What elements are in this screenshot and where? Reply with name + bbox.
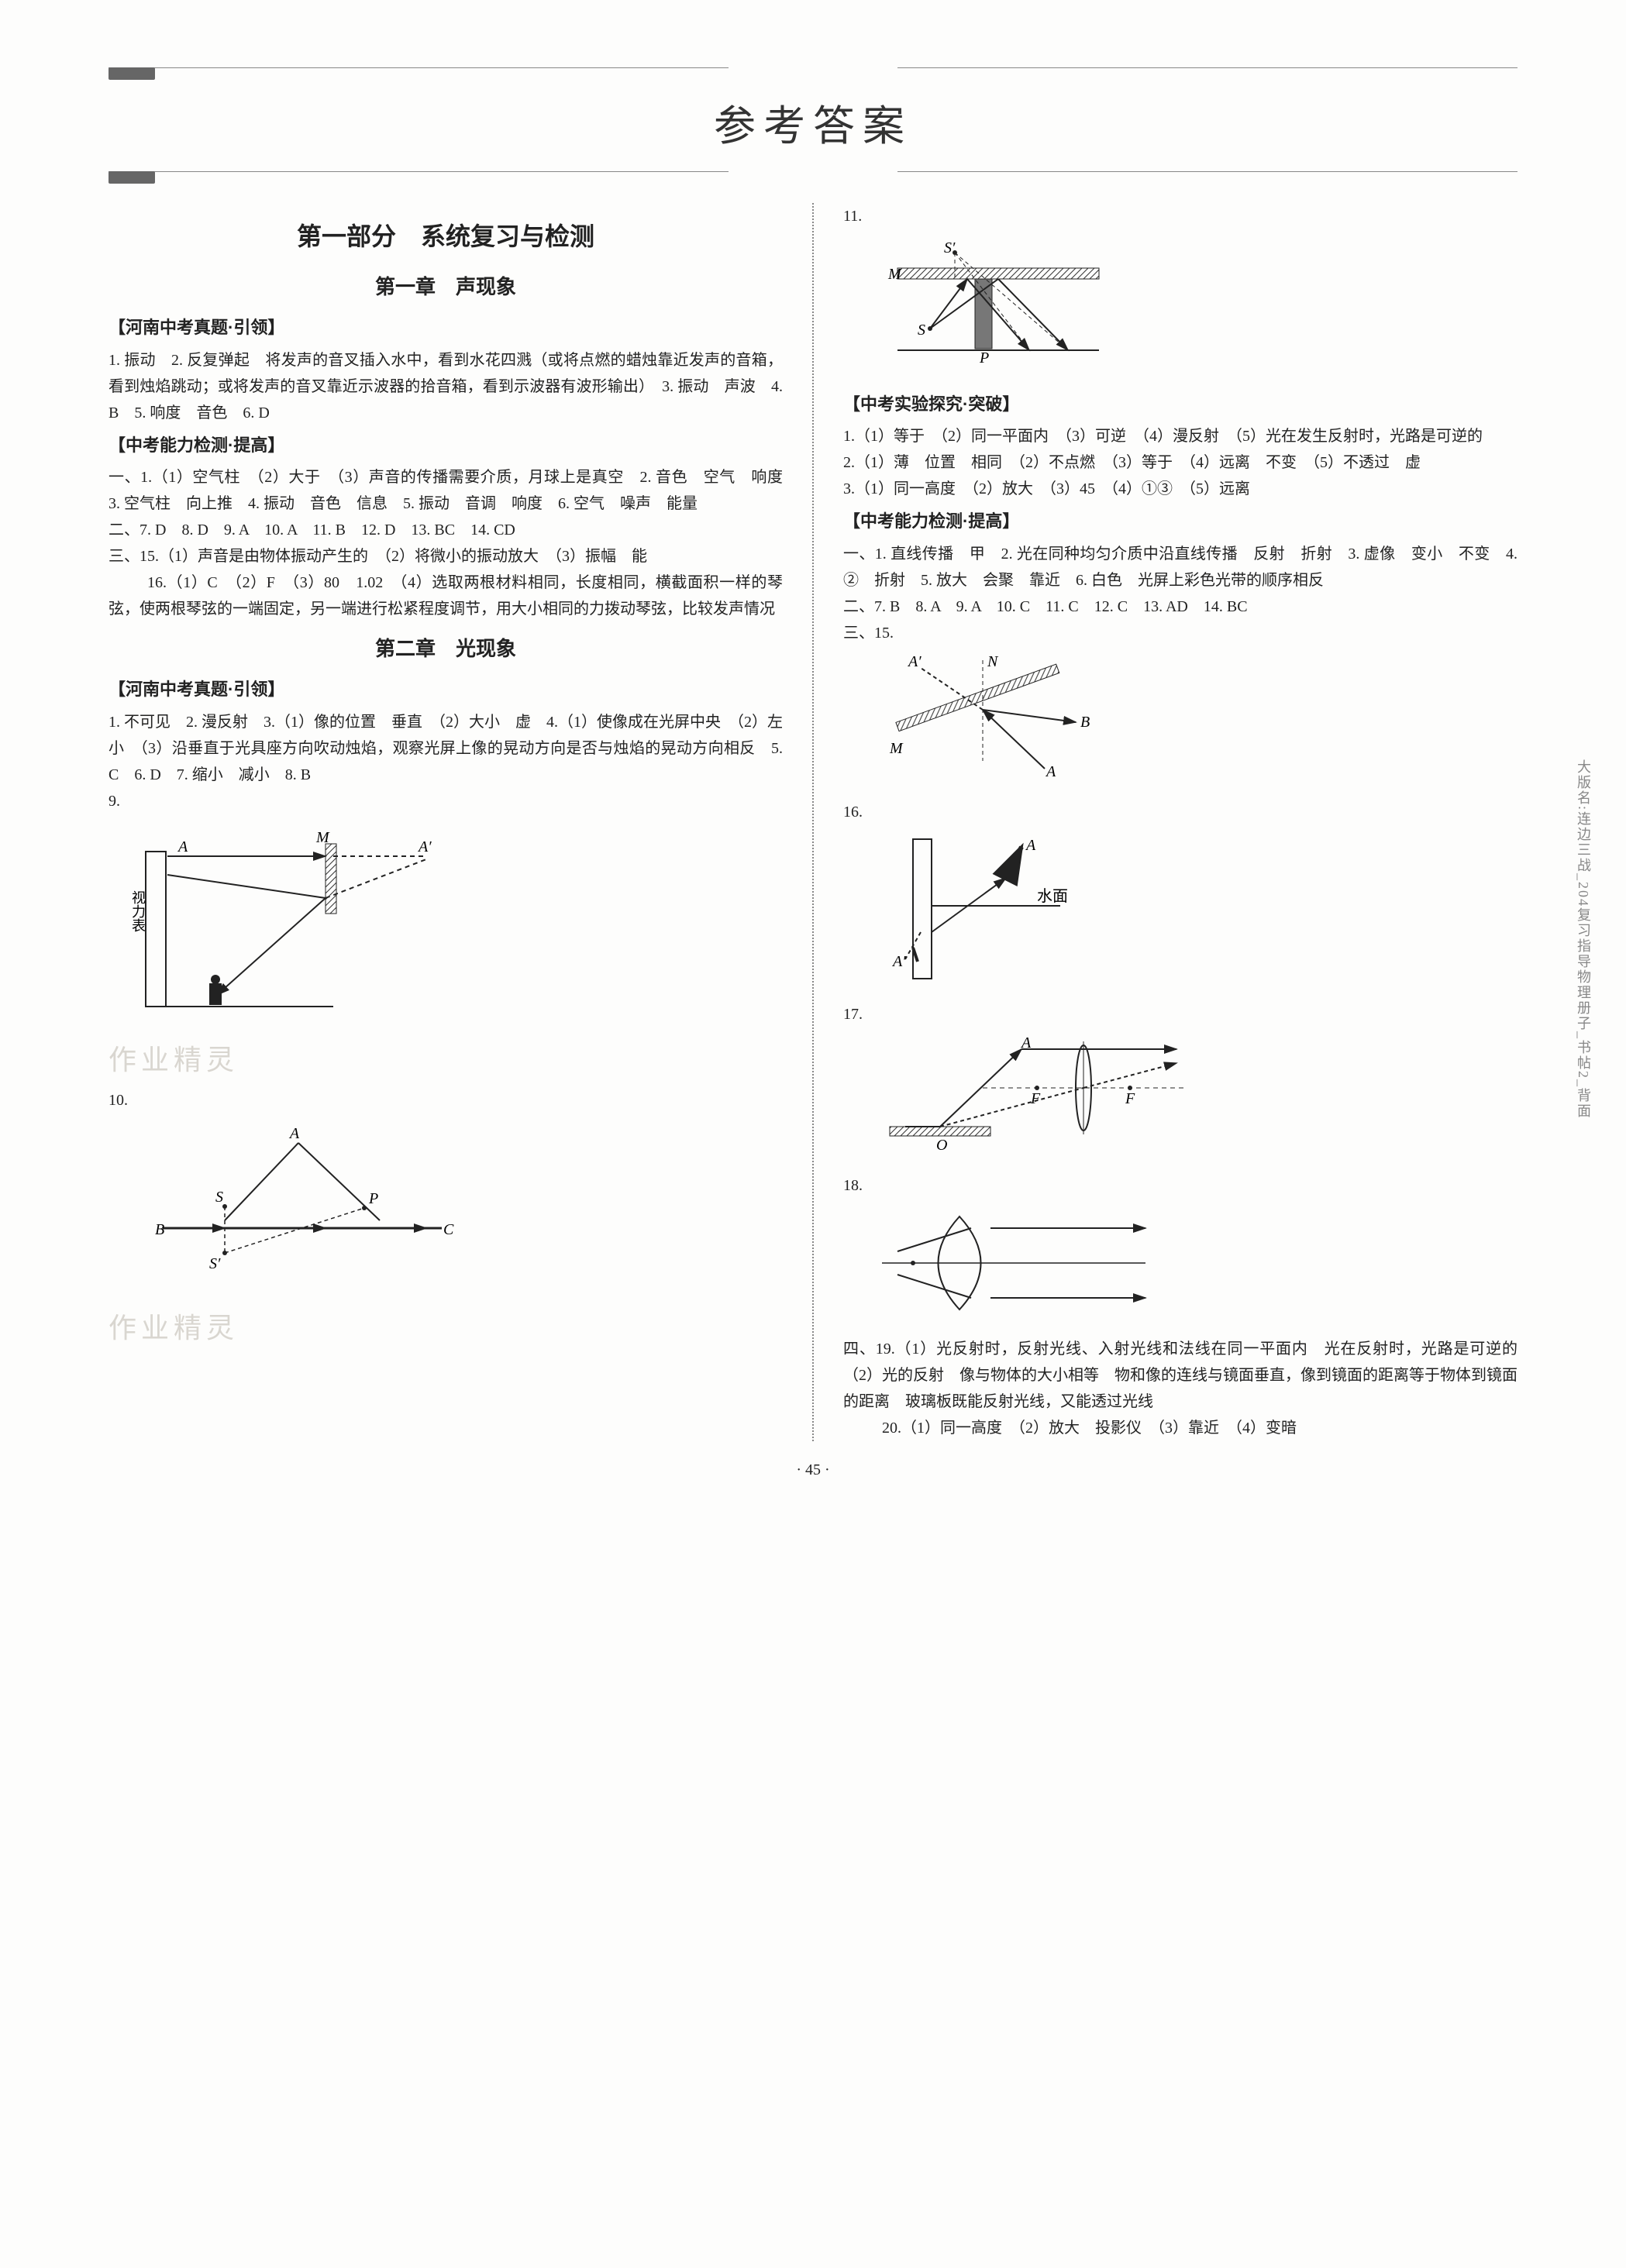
top-rule [109,67,1517,68]
diagram-15: M N A B A′ [866,652,1517,793]
d16-A: A [1025,837,1036,854]
chapter2-title: 第二章 光现象 [109,632,783,666]
d11-S: S [918,322,925,339]
d9-M: M [315,829,330,846]
diagram-18 [866,1205,1517,1330]
d17-F2: F [1125,1090,1135,1107]
content-columns: 第一部分 系统复习与检测 第一章 声现象 【河南中考真题·引领】 1. 振动 2… [109,203,1517,1441]
column-divider [812,203,814,1441]
d10-P: P [368,1190,378,1207]
r-p1a: 1.（1）等于 （2）同一平面内 （3）可逆 （4）漫反射 （5）光在发生反射时… [843,423,1517,449]
d17-O: O [936,1137,947,1154]
d11-M: M [887,266,902,283]
chapter1-title: 第一章 声现象 [109,270,783,304]
q10-label: 10. [109,1087,783,1113]
ch1-section-head-2: 【中考能力检测·提高】 [109,431,783,459]
q11-label: 11. [843,203,1517,229]
q18-label: 18. [843,1172,1517,1199]
diagram-16: 水面 A A′ [866,831,1517,995]
ch1-2c-text: 三、15.（1）声音是由物体振动产生的 （2）将微小的振动放大 （3）振幅 能 [109,548,647,565]
d10-B: B [155,1221,164,1238]
d15-M: M [889,740,904,757]
ch1-answers-2a: 一、1.（1）空气柱 （2）大于 （3）声音的传播需要介质，月球上是真空 2. … [109,464,783,517]
ch1-answers-2d: 16.（1）C （2）F （3）80 1.02 （4）选取两根材料相同，长度相同… [109,570,783,622]
d15-B: B [1080,714,1090,731]
d10-A: A [288,1125,300,1142]
ch1-answers-1: 1. 振动 2. 反复弹起 将发声的音叉插入水中，看到水花四溅（或将点燃的蜡烛靠… [109,347,783,426]
ch1-answers-2b: 二、7. D 8. D 9. A 10. A 11. B 12. D 13. B… [109,517,783,543]
diagram-11: M S′ P S [866,236,1517,384]
watermark-1: 作业精灵 [109,1037,783,1084]
ch2-answers-1: 1. 不可见 2. 漫反射 3.（1）像的位置 垂直 （2）大小 虚 4.（1）… [109,709,783,788]
diagram-10: A B C S P S′ [132,1120,783,1299]
d16-A2: A′ [891,953,906,970]
page-title: 参考答案 [109,91,1517,163]
q17-label: 17. [843,1001,1517,1027]
d9-A: A [177,838,188,855]
r-head-1: 【中考实验探究·突破】 [843,390,1517,418]
q15-label: 三、15. [843,620,1517,646]
d9-A2: A′ [417,838,432,855]
bottom-rule [109,170,1517,172]
d15-N: N [987,653,999,670]
d9-label: 视力表 [132,890,146,932]
d10-S2: S′ [209,1255,221,1272]
r-p4b: 20.（1）同一高度 （2）放大 投影仪 （3）靠近 （4）变暗 [843,1415,1517,1441]
ch1-answers-2c: 三、15.（1）声音是由物体振动产生的 （2）将微小的振动放大 （3）振幅 能 [109,543,783,570]
ch1-section-head-1: 【河南中考真题·引领】 [109,313,783,342]
page-number: · 45 · [109,1457,1517,1483]
d10-C: C [443,1221,454,1238]
watermark-2: 作业精灵 [109,1305,783,1352]
r-head-2: 【中考能力检测·提高】 [843,507,1517,535]
d11-P: P [979,349,989,367]
right-column: 11. M S′ [843,203,1517,1441]
ch2-section-head-1: 【河南中考真题·引领】 [109,675,783,704]
r-p1b: 2.（1）薄 位置 相同 （2）不点燃 （3）等于 （4）远离 不变 （5）不透… [843,449,1517,476]
d10-S: S [215,1189,223,1206]
r-p2a: 一、1. 直线传播 甲 2. 光在同种均匀介质中沿直线传播 反射 折射 3. 虚… [843,541,1517,594]
q16-label: 16. [843,799,1517,825]
diagram-17: O F F A [866,1034,1517,1166]
d17-F: F [1030,1090,1041,1107]
q11-label-text: 11. [843,208,862,225]
side-note: 大版名:连边三战_204复习指导物理册子_书帖2_背面 [1571,759,1595,1119]
diagram-9: 视力表 A M A′ [132,821,783,1031]
r-p2b: 二、7. B 8. A 9. A 10. C 11. C 12. C 13. A… [843,594,1517,620]
part-title: 第一部分 系统复习与检测 [109,215,783,257]
ch1-2a-text: 一、1.（1）空气柱 （2）大于 （3）声音的传播需要介质，月球上是真空 2. … [109,469,798,512]
r-p4: 四、19.（1）光反射时，反射光线、入射光线和法线在同一平面内 光在反射时，光路… [843,1336,1517,1415]
d15-A2: A′ [907,653,922,670]
d16-water: 水面 [1037,887,1068,905]
d15-A: A [1045,763,1056,780]
r-p1c: 3.（1）同一高度 （2）放大 （3）45 （4）①③ （5）远离 [843,476,1517,502]
left-column: 第一部分 系统复习与检测 第一章 声现象 【河南中考真题·引领】 1. 振动 2… [109,203,783,1441]
q9-label: 9. [109,788,783,814]
